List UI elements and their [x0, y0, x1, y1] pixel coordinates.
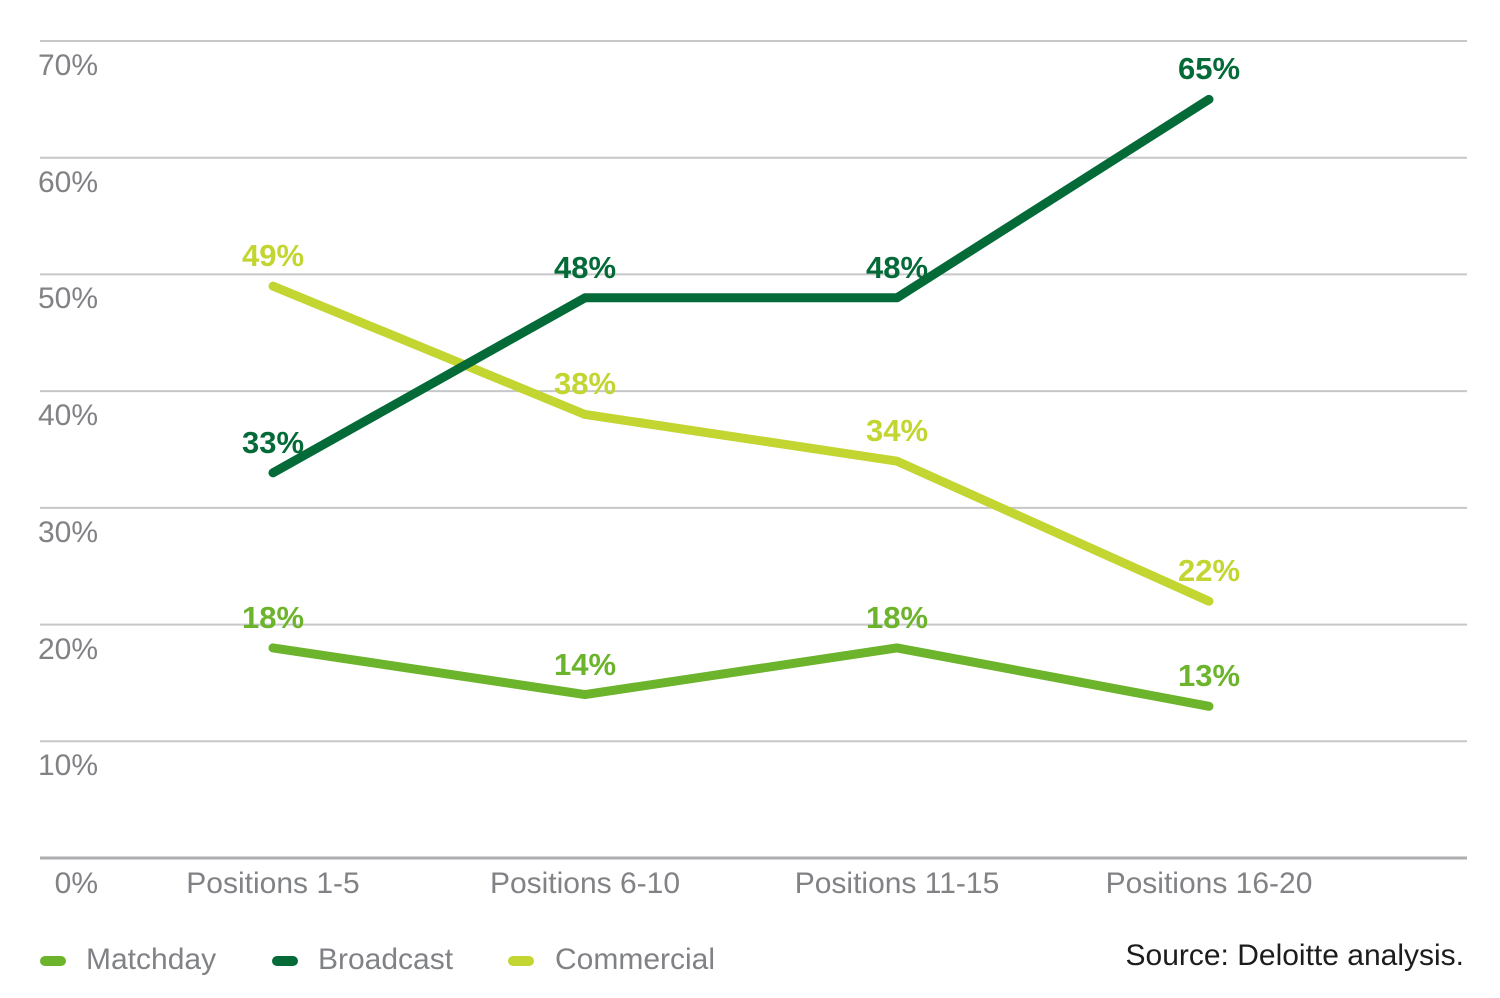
y-tick-label-10: 10% — [37, 749, 98, 783]
x-tick-label-1: Positions 1-5 — [186, 867, 360, 900]
x-tick-label-2: Positions 6-10 — [489, 867, 681, 900]
y-tick-label-20: 20% — [37, 632, 98, 666]
y-tick-label-40: 40% — [37, 399, 98, 433]
legend-label-commercial: Commercial — [555, 943, 716, 976]
legend-label-broadcast: Broadcast — [318, 943, 454, 976]
x-tick-label-4: Positions 16-20 — [1105, 867, 1313, 900]
data-label-broadcast-3: 48% — [865, 249, 929, 285]
x-tick-label-3: Positions 11-15 — [794, 867, 1000, 900]
legend-label-matchday: Matchday — [86, 943, 217, 976]
y-tick-label-30: 30% — [37, 515, 98, 549]
data-label-broadcast-1: 33% — [241, 424, 305, 460]
legend-swatch-matchday — [40, 956, 66, 966]
y-tick-label-0: 0% — [54, 867, 98, 900]
data-label-broadcast-4: 65% — [1177, 51, 1241, 87]
data-label-matchday-1: 18% — [241, 599, 305, 635]
data-label-commercial-4: 22% — [1177, 553, 1241, 589]
y-tick-label-50: 50% — [37, 282, 98, 316]
y-tick-label-70: 70% — [37, 49, 98, 82]
series-line-broadcast — [268, 94, 1214, 478]
data-label-matchday-2: 14% — [553, 646, 617, 682]
series-line-commercial — [268, 281, 1214, 606]
data-label-broadcast-2: 48% — [553, 249, 617, 285]
series-line-matchday — [268, 643, 1214, 711]
legend-swatch-broadcast — [272, 956, 298, 966]
data-label-matchday-3: 18% — [865, 599, 929, 635]
data-label-commercial-3: 34% — [865, 413, 929, 449]
data-label-commercial-1: 49% — [241, 238, 305, 274]
y-tick-label-60: 60% — [37, 165, 98, 199]
data-label-commercial-2: 38% — [553, 366, 617, 402]
source-text: Source: Deloitte analysis. — [1125, 939, 1465, 972]
data-label-matchday-4: 13% — [1177, 658, 1241, 694]
legend-swatch-commercial — [508, 956, 534, 966]
